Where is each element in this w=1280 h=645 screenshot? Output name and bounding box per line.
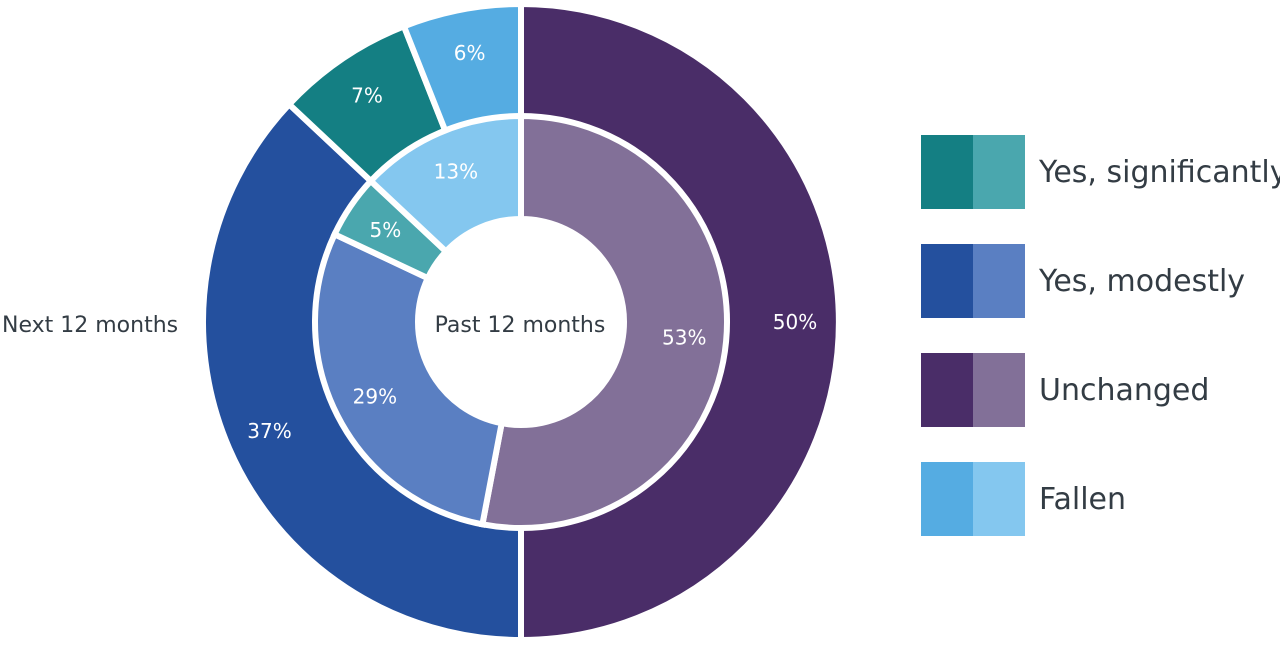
legend-swatch (921, 353, 1025, 427)
outer-data-label-fallen: 6% (454, 41, 486, 65)
outer-ring-label: Next 12 months (2, 313, 179, 338)
legend: Yes, significantly Yes, modestly Unchang… (921, 135, 1280, 571)
inner-data-label-fallen: 13% (434, 159, 478, 183)
outer-data-label-unchanged: 50% (773, 310, 817, 334)
inner-data-label-unchanged: 53% (662, 325, 706, 349)
inner-slice-unchanged (478, 112, 730, 531)
swatch-outer (921, 353, 973, 427)
legend-swatch (921, 135, 1025, 209)
inner-data-label-yes-modestly: 29% (353, 384, 397, 408)
legend-item-fallen: Fallen (921, 462, 1280, 536)
swatch-inner (973, 244, 1025, 318)
inner-ring-label: Past 12 months (434, 313, 606, 338)
inner-slice-yes-modestly (312, 230, 506, 528)
inner-slice-fallen (366, 112, 524, 256)
legend-item-yes-modestly: Yes, modestly (921, 244, 1280, 318)
legend-swatch (921, 244, 1025, 318)
legend-item-unchanged: Unchanged (921, 353, 1280, 427)
outer-data-label-yes-significantly: 7% (351, 83, 383, 107)
swatch-outer (921, 462, 973, 536)
outer-data-label-yes-modestly: 37% (247, 419, 291, 443)
swatch-inner (973, 135, 1025, 209)
legend-label: Yes, modestly (1039, 263, 1246, 299)
legend-label: Unchanged (1039, 372, 1210, 408)
inner-data-label-yes-significantly: 5% (369, 218, 401, 242)
swatch-outer (921, 244, 973, 318)
swatch-inner (973, 353, 1025, 427)
legend-item-yes-significantly: Yes, significantly (921, 135, 1280, 209)
legend-label: Fallen (1039, 481, 1127, 517)
swatch-outer (921, 135, 973, 209)
swatch-inner (973, 462, 1025, 536)
legend-swatch (921, 462, 1025, 536)
legend-label: Yes, significantly (1039, 154, 1280, 190)
